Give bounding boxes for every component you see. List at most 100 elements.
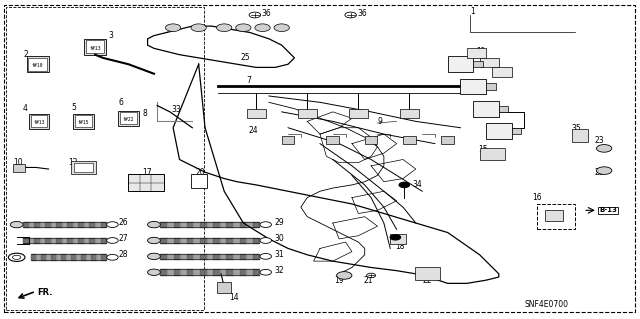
Bar bbox=[479, 58, 499, 67]
Text: 36: 36 bbox=[357, 9, 367, 18]
Bar bbox=[71, 161, 97, 174]
Circle shape bbox=[107, 238, 118, 243]
Text: 30: 30 bbox=[274, 234, 284, 243]
Circle shape bbox=[148, 237, 161, 244]
Text: 25: 25 bbox=[240, 53, 250, 62]
Bar bbox=[6, 7, 204, 310]
Circle shape bbox=[399, 182, 410, 188]
Text: 14: 14 bbox=[229, 293, 239, 302]
Text: 7: 7 bbox=[246, 76, 252, 85]
Bar bbox=[282, 136, 294, 144]
Bar bbox=[479, 148, 505, 160]
Circle shape bbox=[345, 12, 356, 18]
Text: 17: 17 bbox=[143, 168, 152, 177]
Circle shape bbox=[367, 273, 376, 278]
Circle shape bbox=[260, 269, 271, 275]
Text: 36: 36 bbox=[261, 9, 271, 18]
Bar bbox=[298, 109, 317, 118]
Bar bbox=[246, 109, 266, 118]
Circle shape bbox=[13, 255, 21, 259]
Bar bbox=[572, 129, 588, 142]
Circle shape bbox=[260, 222, 271, 227]
Bar bbox=[120, 112, 137, 124]
Circle shape bbox=[596, 145, 612, 152]
Text: 5: 5 bbox=[71, 103, 76, 112]
Text: 34: 34 bbox=[413, 181, 422, 189]
Bar bbox=[26, 56, 49, 72]
Text: 3: 3 bbox=[108, 31, 113, 40]
Text: 21: 21 bbox=[364, 276, 373, 285]
Bar bbox=[326, 136, 339, 144]
Circle shape bbox=[107, 222, 118, 227]
Bar bbox=[537, 204, 575, 229]
Circle shape bbox=[260, 254, 271, 259]
Bar bbox=[28, 58, 47, 70]
Bar bbox=[473, 61, 483, 67]
Text: f#15: f#15 bbox=[78, 121, 90, 125]
Bar bbox=[129, 174, 164, 191]
Bar bbox=[86, 41, 104, 53]
Circle shape bbox=[274, 24, 289, 32]
Text: 23: 23 bbox=[595, 136, 604, 145]
Text: 24: 24 bbox=[248, 126, 258, 135]
Bar bbox=[74, 114, 94, 129]
Circle shape bbox=[236, 24, 251, 32]
Bar bbox=[545, 210, 563, 221]
Text: 12: 12 bbox=[68, 158, 77, 167]
Bar bbox=[442, 136, 454, 144]
Bar bbox=[390, 234, 406, 244]
Text: f#22: f#22 bbox=[123, 117, 134, 122]
Bar bbox=[473, 101, 499, 117]
Text: 27: 27 bbox=[119, 234, 129, 243]
Circle shape bbox=[191, 24, 206, 32]
Text: 18: 18 bbox=[396, 242, 405, 251]
Bar bbox=[486, 83, 495, 90]
Bar bbox=[403, 136, 416, 144]
Text: 35: 35 bbox=[571, 124, 580, 133]
Text: 4: 4 bbox=[23, 104, 28, 113]
Text: 29: 29 bbox=[274, 218, 284, 227]
Text: 23: 23 bbox=[595, 168, 604, 177]
Text: 22: 22 bbox=[422, 276, 431, 285]
Bar bbox=[349, 109, 368, 118]
Bar bbox=[216, 282, 230, 293]
Circle shape bbox=[148, 221, 161, 228]
Text: 31: 31 bbox=[274, 250, 284, 259]
Circle shape bbox=[10, 221, 23, 228]
Text: 19: 19 bbox=[334, 276, 344, 285]
Text: 9: 9 bbox=[378, 117, 382, 126]
Text: f#13: f#13 bbox=[33, 121, 45, 125]
Bar bbox=[448, 56, 473, 72]
Circle shape bbox=[260, 238, 271, 243]
Circle shape bbox=[148, 253, 161, 260]
Bar bbox=[492, 67, 511, 77]
Bar bbox=[499, 106, 508, 112]
Circle shape bbox=[255, 24, 270, 32]
Circle shape bbox=[216, 24, 232, 32]
Circle shape bbox=[107, 255, 118, 260]
Bar bbox=[13, 164, 25, 172]
Bar bbox=[461, 78, 486, 94]
Text: 32: 32 bbox=[274, 265, 284, 275]
Circle shape bbox=[596, 167, 612, 174]
Text: 8: 8 bbox=[143, 109, 147, 118]
Bar bbox=[365, 136, 378, 144]
Bar bbox=[511, 128, 521, 134]
Text: FR.: FR. bbox=[38, 288, 53, 297]
Bar bbox=[415, 268, 440, 280]
Bar bbox=[29, 114, 49, 129]
Bar bbox=[400, 109, 419, 118]
Text: f#13: f#13 bbox=[90, 46, 101, 51]
Bar bbox=[118, 111, 139, 126]
Text: 15: 15 bbox=[478, 145, 488, 154]
Text: SNF4E0700: SNF4E0700 bbox=[524, 300, 568, 308]
Text: 13: 13 bbox=[486, 103, 495, 112]
Bar bbox=[191, 174, 207, 188]
Text: 6: 6 bbox=[119, 98, 124, 107]
Circle shape bbox=[337, 271, 352, 279]
Bar bbox=[84, 39, 106, 55]
Bar bbox=[76, 115, 92, 127]
Bar bbox=[31, 115, 47, 127]
Bar bbox=[74, 163, 93, 172]
Text: 28: 28 bbox=[119, 250, 129, 259]
